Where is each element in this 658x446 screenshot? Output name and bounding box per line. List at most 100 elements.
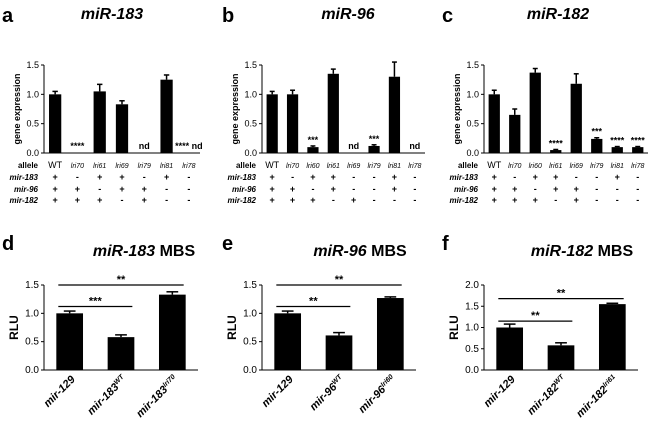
genotype-sign: + (270, 172, 275, 182)
y-tick-label: 1.5 (26, 60, 39, 70)
y-axis-label: gene expression (452, 73, 462, 144)
panel-letter: c (442, 5, 453, 27)
genotype-sign: + (310, 172, 315, 182)
genotype-sign: + (331, 172, 336, 182)
genotype-sign: + (270, 184, 275, 194)
panel-letter: e (222, 233, 233, 255)
significance-label: ** (309, 296, 318, 308)
significance-label: **** (631, 136, 646, 146)
bar (274, 313, 302, 370)
y-tick-label: 0.0 (466, 148, 479, 158)
genotype-row-label: mir-96 (14, 185, 39, 194)
title-gene: miR-182 (527, 6, 589, 23)
category-superscript: lri60 (380, 374, 395, 389)
y-tick-label: 0.5 (466, 119, 479, 129)
genotype-sign: - (311, 184, 314, 194)
category-label: mir-182WT (525, 373, 569, 417)
title-suffix: MBS (367, 243, 407, 260)
category-label: lri69 (115, 163, 128, 170)
significance-label: ** (557, 288, 566, 300)
significance-label: nd (139, 141, 150, 151)
title-suffix: MBS (593, 243, 633, 260)
bar (286, 94, 299, 153)
genotype-sign: + (97, 172, 102, 182)
genotype-sign: + (553, 172, 558, 182)
genotype-sign: - (332, 195, 335, 205)
genotype-sign: - (165, 184, 168, 194)
genotype-sign: - (121, 195, 124, 205)
genotype-sign: - (616, 184, 619, 194)
panel-letter: b (222, 5, 234, 27)
bar (611, 147, 623, 153)
bar (547, 345, 575, 370)
category-label: lri78 (408, 163, 421, 170)
category-label: lri60 (306, 163, 319, 170)
allele-label: allele (458, 161, 479, 170)
title-gene: miR-96 (321, 6, 374, 23)
bar (509, 114, 521, 153)
genotype-sign: - (187, 184, 190, 194)
genotype-sign: + (53, 172, 58, 182)
category-label: lri79 (590, 163, 603, 170)
significance-label: **** (70, 141, 85, 151)
panel-title: miR-183 MBS (93, 243, 196, 260)
genotype-sign: - (636, 184, 639, 194)
genotype-sign: + (512, 195, 517, 205)
panel-e: e miR-96 MBS 0.0 0.5 1.0 1.5 RLU mir-129 mir-96W… (222, 233, 416, 416)
genotype-sign: + (533, 195, 538, 205)
allele-label: allele (236, 161, 257, 170)
significance-label: *** (308, 135, 319, 145)
category-label: lri78 (182, 163, 195, 170)
category-label: lri79 (138, 163, 151, 170)
significance-label: ** (531, 310, 540, 322)
category-label: mir-129 (482, 373, 519, 410)
genotype-sign: + (75, 184, 80, 194)
genotype-sign: - (413, 195, 416, 205)
genotype-sign: + (97, 195, 102, 205)
y-tick-label: 0.5 (26, 119, 39, 129)
genotype-sign: + (164, 172, 169, 182)
category-label: mir-182lri61 (574, 374, 620, 420)
category-name: mir-129 (42, 373, 79, 410)
panel-letter: f (442, 233, 449, 255)
panel-title: miR-183 (81, 6, 143, 23)
y-tick-label: 1.0 (466, 89, 479, 99)
category-label: lri69 (347, 163, 360, 170)
genotype-sign: - (575, 172, 578, 182)
genotype-sign: - (373, 195, 376, 205)
genotype-sign: + (290, 184, 295, 194)
bar (591, 138, 603, 153)
genotype-sign: + (392, 184, 397, 194)
panel-title: miR-182 MBS (531, 243, 634, 260)
category-name: mir-182 (574, 384, 610, 420)
genotype-sign: + (75, 195, 80, 205)
y-tick-label: 1.0 (465, 323, 479, 334)
bar (529, 72, 541, 153)
y-tick-label: 0.0 (465, 365, 479, 376)
y-tick-label: 0.5 (465, 344, 479, 355)
panel-letter: d (2, 233, 14, 255)
genotype-sign: + (553, 184, 558, 194)
bar (325, 335, 353, 370)
bar (376, 298, 404, 370)
bar (49, 94, 62, 153)
title-gene: miR-182 (531, 243, 593, 260)
genotype-row-label: mir-182 (10, 196, 39, 205)
category-label: mir-96lri60 (356, 374, 398, 416)
genotype-sign: - (187, 195, 190, 205)
genotype-sign: + (512, 184, 517, 194)
y-tick-label: 1.5 (244, 60, 257, 70)
genotype-sign: + (290, 195, 295, 205)
genotype-sign: - (534, 184, 537, 194)
genotype-sign: - (595, 195, 598, 205)
title-gene: miR-96 (313, 243, 366, 260)
category-label: mir-96WT (308, 373, 348, 413)
genotype-sign: + (492, 195, 497, 205)
category-label: lri70 (286, 163, 299, 170)
significance-label: ** (335, 274, 344, 286)
genotype-sign: - (636, 195, 639, 205)
y-tick-label: 1.0 (25, 308, 39, 319)
significance-label: *** (369, 134, 380, 144)
genotype-sign: - (143, 172, 146, 182)
